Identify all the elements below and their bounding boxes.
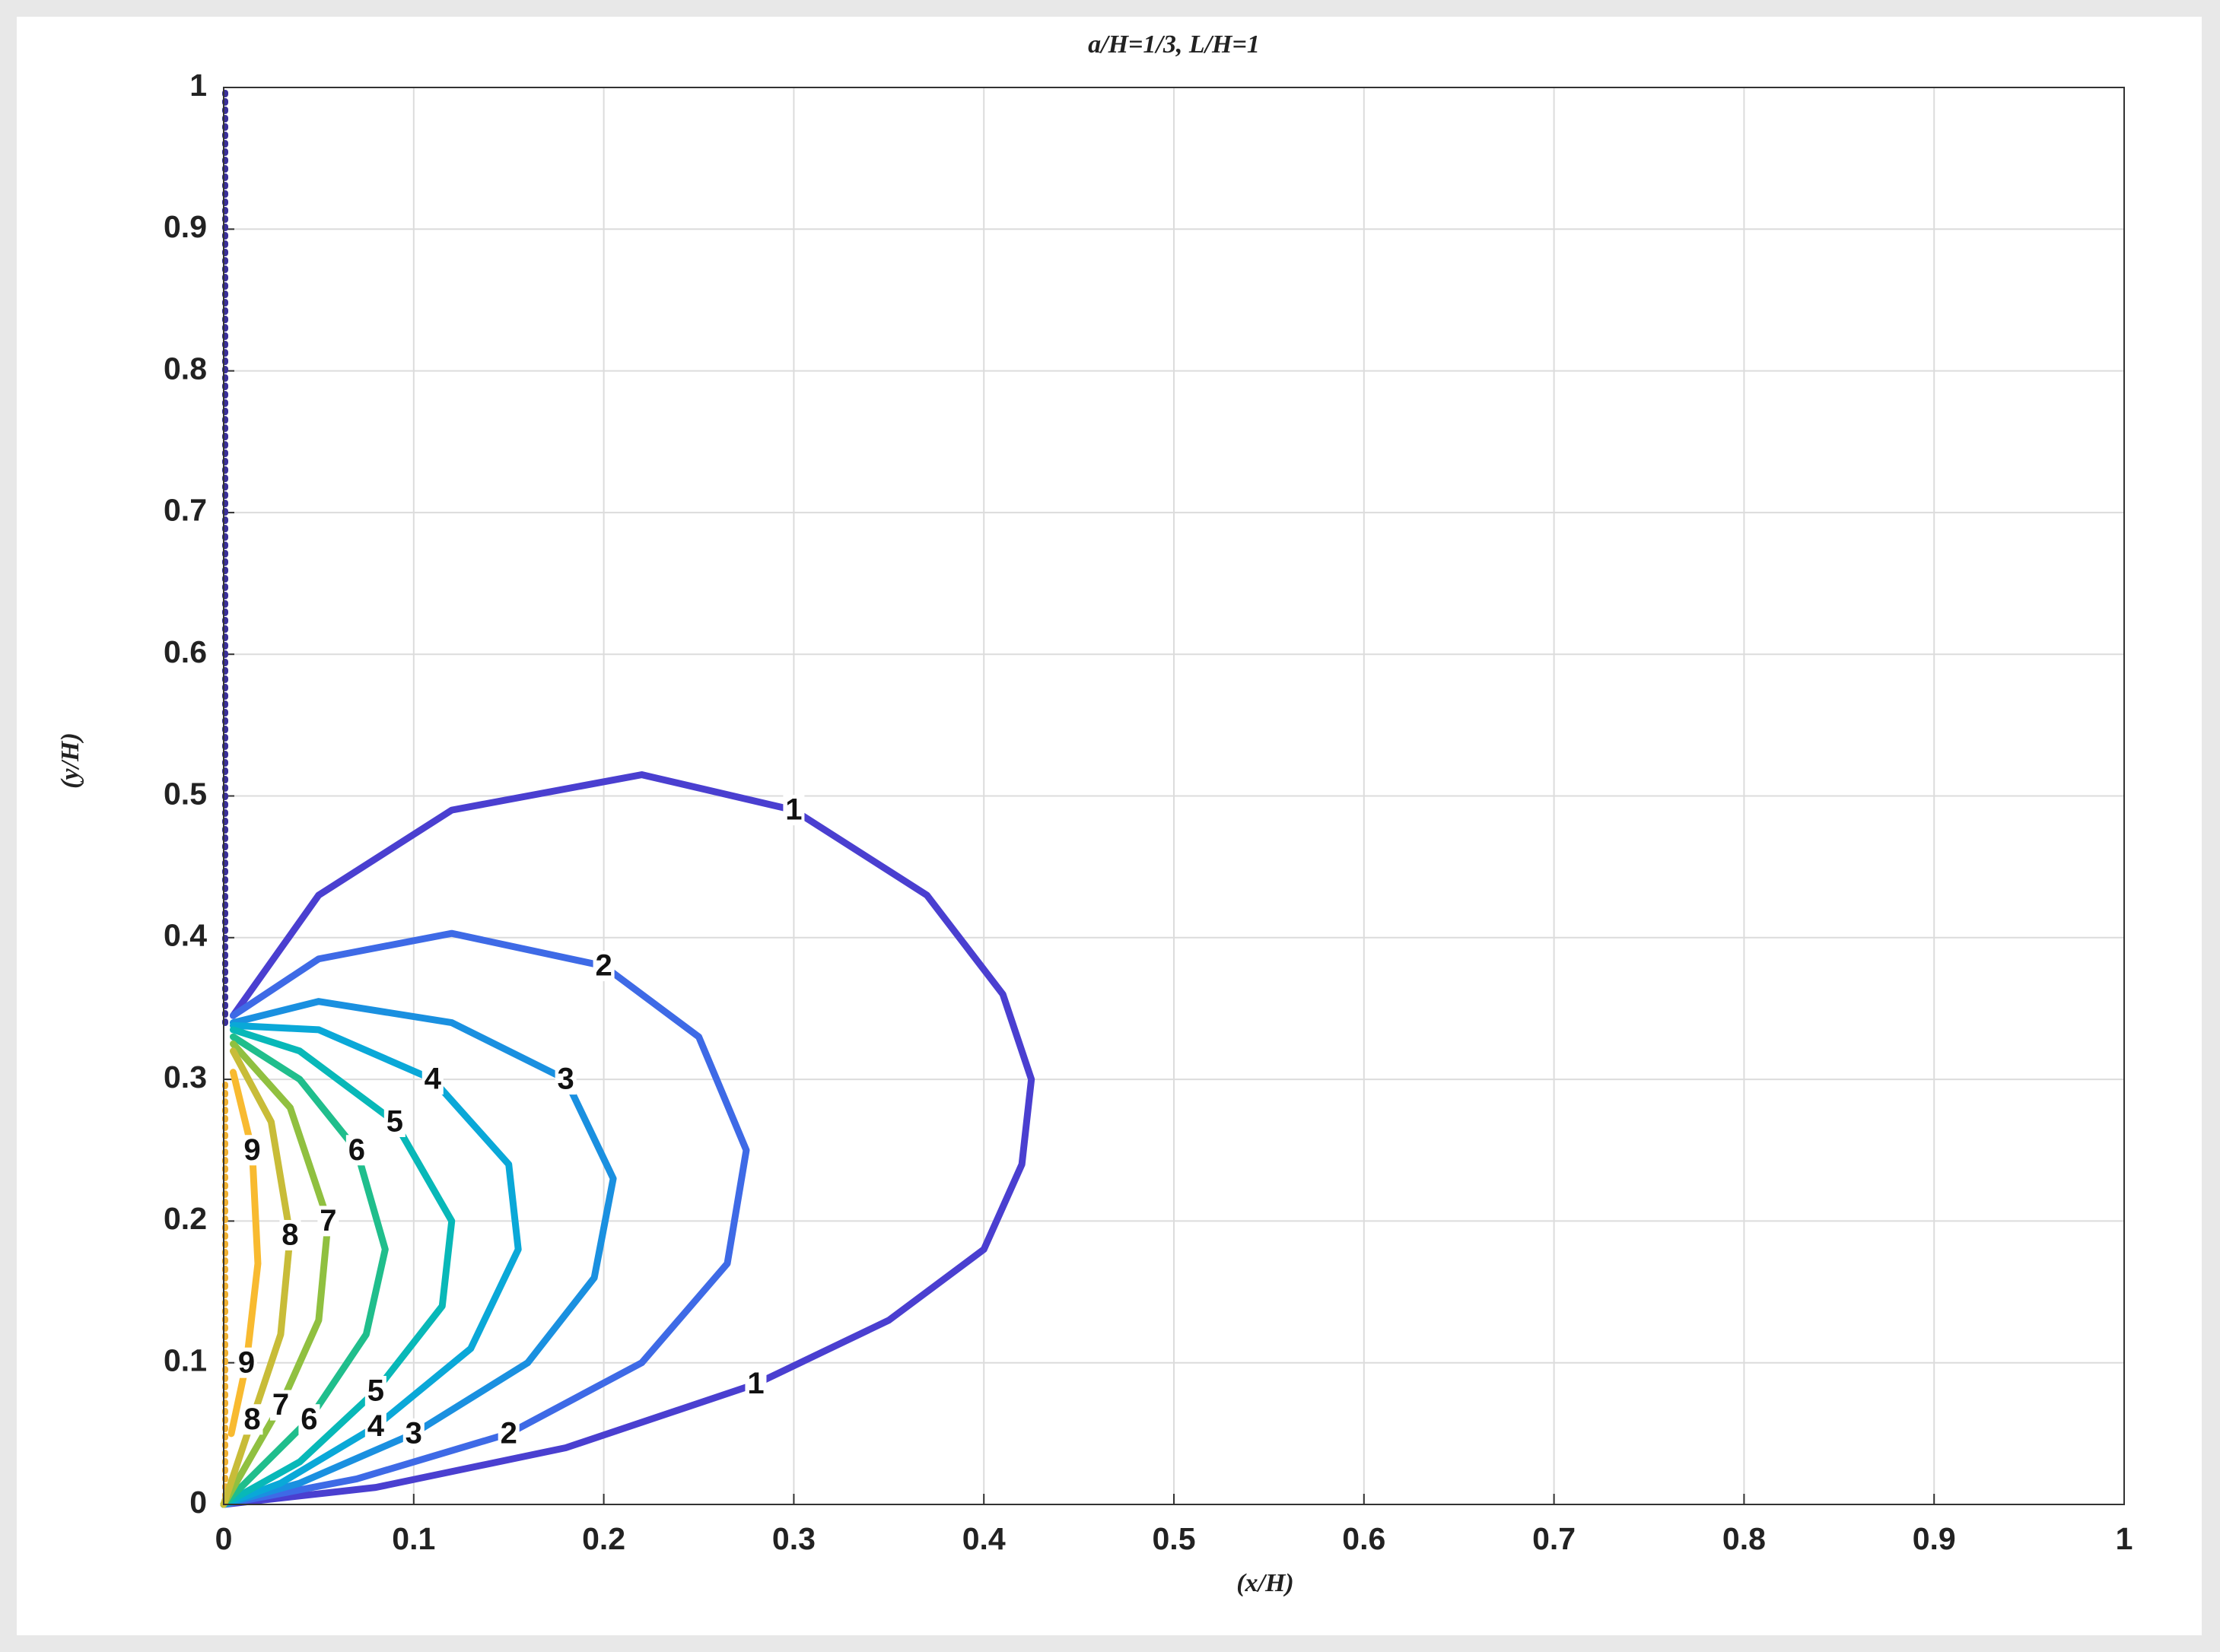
y-tick-label: 1 xyxy=(189,68,207,103)
contour-label-bg xyxy=(241,1135,263,1166)
y-tick-label: 0.6 xyxy=(164,634,207,669)
contour-label-bg xyxy=(269,1390,291,1421)
y-tick-label: 0.7 xyxy=(164,493,207,528)
contour-label: 8 xyxy=(281,1218,298,1252)
contour-label: 5 xyxy=(367,1374,384,1408)
contour-label: 6 xyxy=(301,1403,317,1436)
x-tick-label: 0.8 xyxy=(1722,1521,1766,1556)
contour-line xyxy=(220,1026,456,1508)
contour-label: 4 xyxy=(425,1063,442,1096)
contour-line xyxy=(220,771,1035,1508)
axes-box xyxy=(223,87,2125,1505)
x-tick-label: 0.3 xyxy=(772,1521,816,1556)
y-tick-label: 0.3 xyxy=(164,1060,207,1094)
contour-label-bg xyxy=(364,1375,386,1406)
contour-label-bg xyxy=(498,1418,520,1449)
contour-label-bg xyxy=(593,951,615,982)
x-tick-label: 0.5 xyxy=(1153,1521,1196,1556)
contour-label: 2 xyxy=(595,949,612,983)
contour-label-bg xyxy=(298,1404,320,1435)
contour-label-bg xyxy=(421,1064,444,1095)
contour-label-bg xyxy=(317,1206,339,1237)
y-tick-label: 0.8 xyxy=(164,351,207,386)
x-tick-label: 0.4 xyxy=(962,1521,1006,1556)
contour-line xyxy=(220,1040,332,1508)
contour-label: 2 xyxy=(501,1416,517,1450)
x-axis-label: (x/H) xyxy=(1236,1569,1294,1597)
contour-label-bg xyxy=(402,1418,425,1449)
contour-label: 7 xyxy=(272,1388,289,1422)
contour-line xyxy=(220,1021,522,1508)
x-tick-label: 0.9 xyxy=(1913,1521,1956,1556)
contour-label-bg xyxy=(364,1411,386,1442)
y-tick-label: 0.4 xyxy=(164,918,207,953)
contour-line xyxy=(220,929,750,1508)
contour-line xyxy=(227,1069,262,1438)
x-tick-label: 0.2 xyxy=(582,1521,625,1556)
x-tick-label: 1 xyxy=(2116,1521,2133,1556)
contour-line xyxy=(220,998,617,1508)
contour-label-bg xyxy=(745,1368,767,1399)
y-axis-label: (y/H) xyxy=(56,732,84,789)
contour-label: 9 xyxy=(238,1345,255,1379)
contour-label-bg xyxy=(555,1064,577,1095)
figure-panel xyxy=(17,17,2202,1635)
contour-label-bg xyxy=(235,1347,257,1378)
y-tick-label: 0 xyxy=(189,1485,207,1520)
contour-label: 9 xyxy=(243,1133,260,1167)
contour-label: 7 xyxy=(320,1204,336,1237)
contour-label: 1 xyxy=(785,793,802,827)
chart-title: a/H=1/3, L/H=1 xyxy=(1088,30,1260,59)
contour-label: 3 xyxy=(406,1416,422,1450)
grid: 0 0.1 0.2 0.3 0.4 0.5 0.6 0.7 0.8 0.9 1 0 0.1 0.2 0.3 0… xyxy=(164,68,2133,1556)
contour-label-bg xyxy=(241,1404,263,1435)
x-tick-label: 0.1 xyxy=(392,1521,435,1556)
x-tick-label: 0 xyxy=(215,1521,233,1556)
contour-label: 4 xyxy=(367,1409,385,1443)
y-tick-label: 0.2 xyxy=(164,1201,207,1236)
contour-label-bg xyxy=(279,1220,301,1251)
contour-label: 6 xyxy=(348,1133,365,1167)
y-tick-label: 0.5 xyxy=(164,776,207,811)
x-tick-label: 0.7 xyxy=(1532,1521,1576,1556)
x-tick-label: 0.6 xyxy=(1342,1521,1385,1556)
contour-label: 1 xyxy=(747,1367,764,1400)
contour-label: 3 xyxy=(558,1063,574,1096)
contour-label-bg xyxy=(783,795,805,826)
y-tick-label: 0.1 xyxy=(164,1343,207,1378)
y-tick-label: 0.9 xyxy=(164,209,207,244)
contour-label: 5 xyxy=(386,1105,403,1139)
contour-label: 8 xyxy=(243,1403,260,1436)
contour-label-bg xyxy=(383,1106,406,1137)
contour-label-bg xyxy=(345,1135,367,1166)
